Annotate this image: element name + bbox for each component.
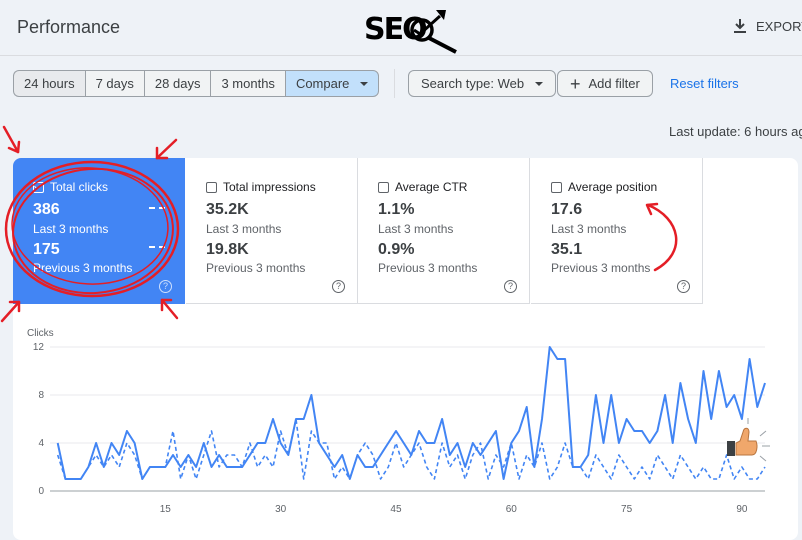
metric-value-previous: 0.9%	[378, 241, 415, 258]
add-filter-label: Add filter	[588, 76, 640, 91]
clicks-line-chart: Clicks 0 4 8 12 15 30 45 60 75 90	[27, 328, 766, 515]
range-24-hours[interactable]: 24 hours	[13, 70, 85, 97]
metric-period-previous: Previous 3 months	[378, 261, 478, 275]
metric-card-total-impressions[interactable]: Total impressions 35.2K Last 3 months 19…	[186, 158, 358, 304]
y-tick-label: 4	[38, 438, 44, 449]
range-28-days[interactable]: 28 days	[143, 70, 211, 97]
help-circle-icon[interactable]: ?	[677, 280, 690, 293]
x-tick-label: 90	[736, 504, 748, 515]
metric-value-previous: 175	[33, 241, 60, 258]
metric-label-text: Total impressions	[223, 180, 316, 194]
metric-label: Total impressions	[206, 180, 316, 194]
checkbox-icon[interactable]	[206, 181, 217, 193]
plus-icon: +	[570, 73, 581, 94]
range-7-days[interactable]: 7 days	[84, 70, 144, 97]
metric-period-previous: Previous 3 months	[33, 261, 133, 275]
checkbox-icon[interactable]	[378, 181, 389, 193]
metric-value-previous: 35.1	[551, 241, 583, 258]
pointer-arrow-icon	[2, 125, 21, 154]
metric-value-current: 1.1%	[378, 201, 415, 218]
date-range-selector: 24 hours 7 days 28 days 3 months Compare	[13, 70, 380, 97]
metric-period-previous: Previous 3 months	[206, 261, 306, 275]
logo-text: SEO	[364, 12, 428, 47]
metric-card-average-ctr[interactable]: Average CTR 1.1% Last 3 months 0.9% Prev…	[358, 158, 530, 304]
metric-label-text: Total clicks	[50, 180, 109, 194]
x-tick-label: 60	[506, 504, 518, 515]
metric-value-current: 17.6	[551, 201, 583, 218]
x-tick-label: 15	[160, 504, 172, 515]
metric-label: Average CTR	[378, 180, 467, 194]
reset-filters-link[interactable]: Reset filters	[670, 76, 739, 91]
metric-card-average-position[interactable]: Average position 17.6 Last 3 months 35.1…	[531, 158, 703, 304]
metric-value-current: 386	[33, 201, 60, 218]
search-type-dropdown[interactable]: Search type: Web	[408, 70, 557, 97]
add-filter-button[interactable]: + Add filter	[557, 70, 653, 97]
help-circle-icon[interactable]: ?	[159, 280, 172, 293]
metric-period-current: Last 3 months	[206, 222, 282, 236]
seo-logo: SEO	[364, 6, 464, 54]
metric-value-previous: 19.8K	[206, 241, 249, 258]
previous-period-series-line	[56, 418, 766, 480]
x-tick-label: 30	[275, 504, 287, 515]
search-type-label: Search type: Web	[421, 76, 525, 91]
caret-down-icon	[360, 81, 369, 86]
metric-label: Average position	[551, 180, 657, 194]
export-label: EXPORT	[756, 19, 802, 34]
current-period-series-line	[56, 346, 766, 480]
header: Performance SEO EXPORT	[0, 0, 802, 56]
caret-down-icon	[535, 81, 544, 86]
metric-period-previous: Previous 3 months	[551, 261, 651, 275]
help-circle-icon[interactable]: ?	[332, 280, 345, 293]
x-tick-label: 45	[390, 504, 402, 515]
y-tick-label: 8	[38, 390, 44, 401]
metric-card-total-clicks[interactable]: Total clicks 386 Last 3 months 175 Previ…	[13, 158, 185, 304]
x-tick-label: 75	[621, 504, 633, 515]
solid-line-legend-icon	[149, 207, 165, 209]
export-button[interactable]: EXPORT	[732, 18, 802, 34]
dashed-line-legend-icon	[149, 246, 165, 248]
download-icon	[734, 19, 746, 33]
page-title: Performance	[17, 17, 121, 37]
compare-label: Compare	[295, 76, 350, 91]
magnifier-arrow-icon	[410, 10, 457, 54]
help-circle-icon[interactable]: ?	[504, 280, 517, 293]
metric-label: Total clicks	[33, 180, 108, 194]
range-3-months[interactable]: 3 months	[210, 70, 285, 97]
pointer-arrow-icon	[155, 138, 178, 160]
y-tick-label: 12	[33, 342, 45, 353]
last-update-text: Last update: 6 hours ago	[669, 124, 802, 139]
metric-value-current: 35.2K	[206, 201, 249, 218]
metric-label-text: Average position	[568, 180, 658, 194]
metric-period-current: Last 3 months	[551, 222, 627, 236]
checkbox-icon[interactable]	[551, 181, 562, 193]
checkbox-checked-icon[interactable]	[33, 181, 44, 193]
metric-period-current: Last 3 months	[33, 222, 109, 236]
y-tick-label: 0	[38, 486, 44, 497]
compare-dropdown[interactable]: Compare	[284, 70, 380, 97]
toolbar-divider	[394, 69, 395, 98]
metric-period-current: Last 3 months	[378, 222, 454, 236]
metric-label-text: Average CTR	[395, 180, 468, 194]
y-axis-label: Clicks	[27, 328, 54, 339]
